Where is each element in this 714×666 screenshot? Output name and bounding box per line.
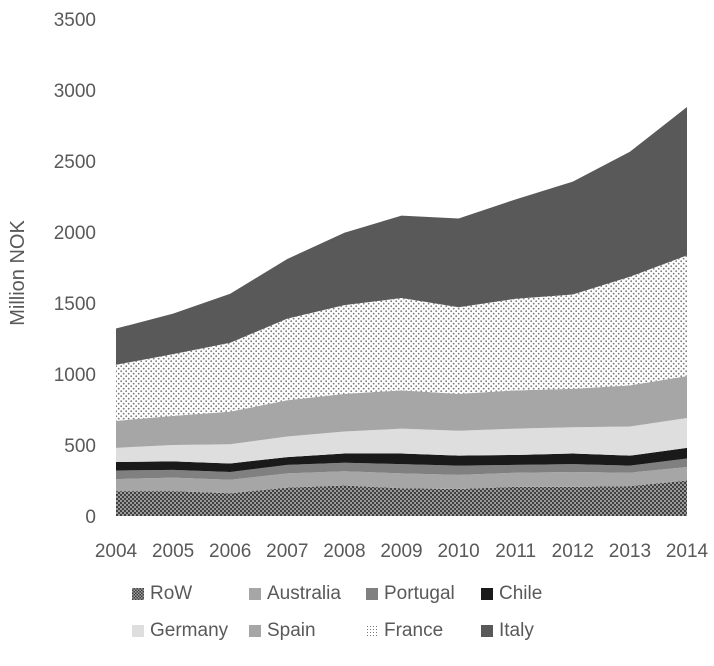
legend-swatch-germany (132, 625, 144, 637)
y-tick-label: 1000 (54, 365, 96, 386)
area-australia (116, 467, 687, 494)
legend-swatch-italy (481, 625, 493, 637)
x-tick-label: 2011 (495, 541, 536, 562)
x-tick-label: 2014 (666, 541, 709, 562)
y-tick-label: 3000 (54, 81, 96, 102)
x-tick-label: 2010 (437, 541, 479, 562)
legend-item-chile: Chile (481, 582, 542, 606)
x-tick-label: 2005 (152, 541, 194, 562)
legend-swatch-australia (249, 588, 261, 600)
legend-swatch-spain (249, 625, 261, 637)
legend-item-italy: Italy (481, 619, 534, 643)
legend-label-france: France (384, 620, 444, 641)
legend-label-spain: Spain (267, 620, 316, 641)
legend-label-germany: Germany (150, 620, 229, 641)
legend-item-germany: Germany (132, 619, 228, 643)
y-tick-label: 0 (85, 507, 96, 528)
x-tick-label: 2013 (609, 541, 651, 562)
legend-row-1: RoW Australia Portugal Chile (0, 582, 714, 606)
legend-swatch-portugal (366, 588, 378, 600)
area-portugal (116, 458, 687, 480)
area-layers (116, 107, 687, 516)
legend-row-2: Germany Spain France Italy (0, 619, 714, 643)
x-tick-label: 2007 (266, 541, 308, 562)
legend-item-spain: Spain (249, 619, 316, 643)
legend-swatch-row (132, 588, 144, 600)
legend-label-australia: Australia (267, 583, 341, 604)
y-tick-label: 2000 (54, 223, 96, 244)
legend-swatch-chile (481, 588, 493, 600)
y-tick-label: 3500 (54, 10, 96, 31)
legend-label-italy: Italy (499, 620, 534, 641)
y-tick-label: 2500 (54, 152, 96, 173)
legend-item-portugal: Portugal (366, 582, 455, 606)
legend-item-row: RoW (132, 582, 192, 606)
x-tick-label: 2009 (380, 541, 422, 562)
x-tick-label: 2006 (209, 541, 251, 562)
area-row (116, 480, 687, 516)
x-tick-label: 2008 (323, 541, 365, 562)
x-tick-label: 2012 (552, 541, 594, 562)
area-france (116, 255, 687, 421)
x-axis-ticks: 2004 2005 2006 2007 2008 2009 2010 2011 2012 2013… (95, 541, 709, 562)
area-chile (116, 447, 687, 472)
area-spain (116, 376, 687, 448)
area-italy (116, 107, 687, 365)
legend-label-row: RoW (150, 583, 193, 604)
x-tick-label: 2004 (95, 541, 138, 562)
legend-label-chile: Chile (499, 583, 543, 604)
y-axis-label: Million NOK (7, 220, 29, 326)
legend-swatch-france (366, 625, 378, 637)
legend-label-portugal: Portugal (384, 583, 455, 604)
legend-item-australia: Australia (249, 582, 341, 606)
legend-item-france: France (366, 619, 443, 643)
y-tick-label: 500 (64, 436, 96, 457)
y-tick-label: 1500 (54, 294, 96, 315)
y-axis-ticks: 0 500 1000 1500 2000 2500 3000 3500 (54, 10, 96, 528)
area-germany (116, 418, 687, 464)
